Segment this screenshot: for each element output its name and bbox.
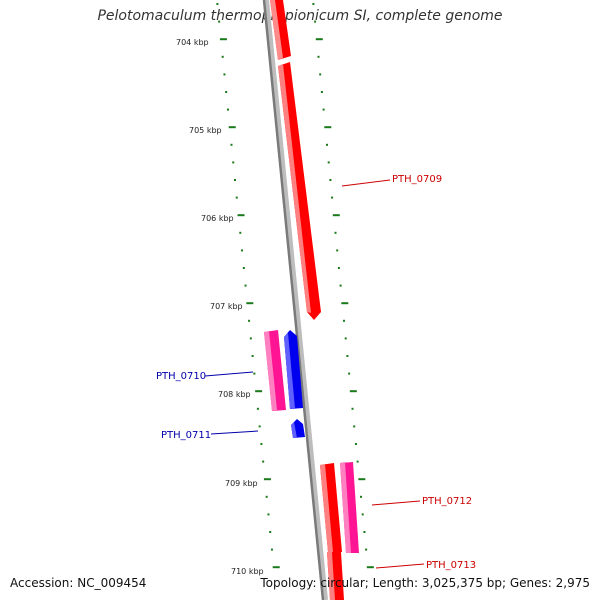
scale-label-705: 705 kbp: [189, 126, 222, 135]
scale-labels: 704 kbp 705 kbp 706 kbp 707 kbp 708 kbp …: [176, 38, 264, 576]
label-PTH_0713[interactable]: PTH_0713: [375, 560, 476, 571]
gene-PTH_0710[interactable]: [284, 330, 303, 409]
gene-PTH_0713[interactable]: [327, 552, 344, 600]
right-tick-ruler: [312, 3, 374, 569]
map-title: Pelotomaculum thermopropionicum SI, comp…: [97, 8, 503, 24]
accession-text: Accession: NC_009454: [10, 576, 147, 590]
gene-PTH_0712-pink[interactable]: [340, 462, 359, 553]
label-PTH_0712[interactable]: PTH_0712: [371, 496, 472, 507]
svg-text:PTH_0711: PTH_0711: [161, 430, 211, 441]
svg-text:PTH_0713: PTH_0713: [426, 560, 476, 571]
gene-PTH_0711[interactable]: [291, 419, 305, 438]
label-PTH_0710[interactable]: PTH_0710: [156, 371, 254, 382]
scale-label-704: 704 kbp: [176, 38, 209, 47]
gene-PTH_0710-pink[interactable]: [264, 330, 286, 411]
gene-PTH_0709-partial-top[interactable]: [270, 0, 291, 60]
gene-PTH_0712[interactable]: [320, 463, 342, 552]
label-PTH_0709[interactable]: PTH_0709: [341, 174, 442, 187]
svg-text:PTH_0712: PTH_0712: [422, 496, 472, 507]
left-tick-ruler: [216, 3, 280, 569]
scale-label-706: 706 kbp: [201, 214, 234, 223]
scale-label-708: 708 kbp: [218, 390, 251, 399]
svg-text:PTH_0709: PTH_0709: [392, 174, 442, 185]
gene-PTH_0709[interactable]: [278, 62, 321, 320]
scale-label-707: 707 kbp: [210, 302, 243, 311]
topology-text: Topology: circular; Length: 3,025,375 bp…: [260, 576, 590, 590]
scale-label-710: 710 kbp: [231, 567, 264, 576]
label-PTH_0711[interactable]: PTH_0711: [161, 430, 259, 441]
genome-backbone: [262, 0, 328, 600]
scale-label-709: 709 kbp: [225, 479, 258, 488]
svg-text:PTH_0710: PTH_0710: [156, 371, 206, 382]
